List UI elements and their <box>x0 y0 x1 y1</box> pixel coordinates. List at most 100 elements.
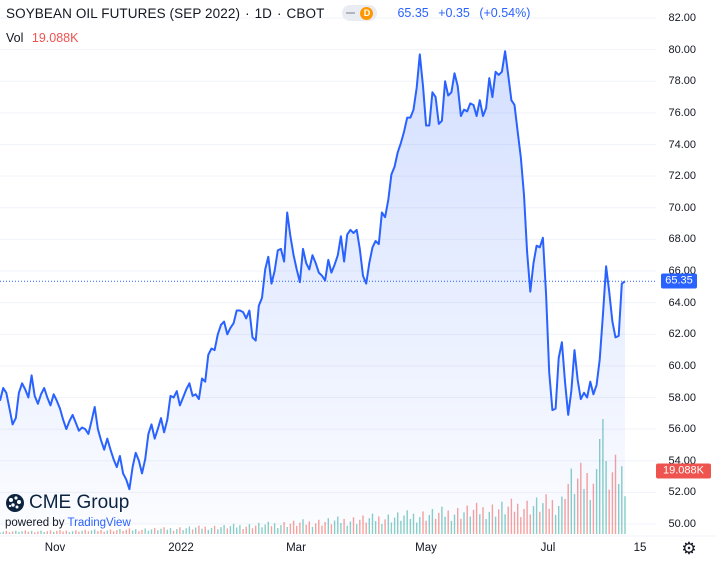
volume-bar <box>195 527 197 534</box>
volume-bar <box>299 522 301 534</box>
volume-bar <box>327 518 329 534</box>
volume-tag: 19.088K <box>656 463 711 479</box>
y-tick-label: 56.00 <box>668 423 696 436</box>
volume-bar <box>169 528 172 534</box>
volume-bar <box>87 531 90 534</box>
volume-bar <box>59 530 61 534</box>
volume-bar <box>147 530 150 534</box>
volume-bar <box>97 531 99 534</box>
volume-bar <box>207 529 209 534</box>
volume-bar <box>378 516 380 534</box>
volume-bar <box>53 531 55 534</box>
volume-bar <box>232 523 235 534</box>
volume-bar <box>68 532 71 534</box>
volume-bar <box>419 517 421 534</box>
y-tick-label: 60.00 <box>668 359 696 372</box>
last-price-tag: 65.35 <box>661 273 697 289</box>
logo-text: CME Group <box>29 492 130 513</box>
volume-bar <box>356 524 358 534</box>
delay-d-icon: D <box>360 6 374 20</box>
powered-by: powered by TradingView <box>5 517 131 529</box>
volume-bar <box>494 516 497 534</box>
volume-bar <box>453 514 456 534</box>
volume-bar <box>390 522 393 534</box>
chart-settings-gear-icon[interactable]: ⚙ <box>681 539 697 558</box>
volume-bar <box>8 532 11 534</box>
y-tick-label: 58.00 <box>668 391 696 404</box>
volume-bar <box>425 520 427 534</box>
volume-bar <box>34 532 36 534</box>
chart-legend: SOYBEAN OIL FUTURES (SEP 2022) · 1D · CB… <box>6 5 536 21</box>
tradingview-link[interactable]: TradingView <box>67 517 131 529</box>
volume-bar <box>469 516 471 534</box>
x-tick-label: 15 <box>633 542 647 554</box>
x-tick-label: Jul <box>540 542 556 554</box>
volume-bar <box>324 522 326 534</box>
volume-bar <box>125 529 127 534</box>
volume-bar <box>333 520 336 534</box>
volume-bar <box>289 523 292 534</box>
volume-bar <box>330 524 333 534</box>
volume-bar <box>100 530 102 534</box>
volume-bar <box>185 528 187 534</box>
volume-bar <box>315 523 317 534</box>
volume-bar <box>81 530 83 534</box>
volume-bar <box>15 530 17 534</box>
volume-bar <box>479 514 481 534</box>
volume-bar <box>362 515 364 534</box>
volume-label: Vol <box>6 31 24 45</box>
delayed-data-badge[interactable]: D <box>342 5 378 21</box>
cme-group-logo[interactable]: CME Group powered by TradingView <box>5 492 131 529</box>
volume-bar <box>255 525 257 534</box>
volume-bar <box>138 531 140 534</box>
volume-bar <box>261 527 263 534</box>
volume-bar <box>11 531 14 534</box>
volume-bar <box>150 529 153 534</box>
volume-bar <box>270 526 273 534</box>
volume-bar <box>201 528 203 534</box>
volume-bar <box>37 531 39 534</box>
exchange-label: CBOT <box>286 5 325 21</box>
volume-bar <box>381 524 383 534</box>
volume-bar <box>116 530 118 534</box>
powered-by-prefix: powered by <box>5 517 65 529</box>
y-tick-label: 52.00 <box>668 486 696 499</box>
interval-label[interactable]: 1D <box>254 5 273 21</box>
volume-bar <box>198 525 200 534</box>
volume-bar <box>283 522 285 534</box>
volume-bar <box>5 530 7 534</box>
volume-bar <box>258 522 260 534</box>
x-tick-label: Nov <box>44 542 66 554</box>
volume-bar <box>30 530 33 534</box>
y-tick-label: 70.00 <box>668 201 696 214</box>
volume-bar <box>434 518 437 534</box>
volume-bar <box>154 527 156 534</box>
y-tick-label: 62.00 <box>668 328 696 341</box>
y-tick-label: 78.00 <box>668 75 696 88</box>
volume-bar <box>166 529 168 534</box>
volume-bar <box>2 531 4 534</box>
minus-icon <box>346 12 356 14</box>
volume-bar <box>191 529 194 534</box>
volume-bar <box>46 531 48 534</box>
separator-dot: · <box>277 5 282 21</box>
volume-bar <box>103 531 105 534</box>
price-line <box>0 50 626 491</box>
volume-bar <box>163 527 165 534</box>
volume-bar <box>242 529 244 534</box>
volume-bar <box>75 530 77 534</box>
x-tick-label: Mar <box>286 542 306 554</box>
volume-bar <box>182 530 184 534</box>
volume-bar <box>277 528 279 534</box>
volume-legend: Vol 19.088K <box>6 31 78 45</box>
volume-bar <box>302 519 304 534</box>
volume-bar <box>128 528 131 534</box>
y-tick-label: 74.00 <box>668 138 696 151</box>
volume-bar <box>220 527 222 534</box>
x-tick-label: May <box>415 542 437 554</box>
volume-bar <box>144 528 146 534</box>
volume-bar <box>340 523 342 534</box>
volume-bar <box>292 520 295 534</box>
volume-bar <box>245 526 247 534</box>
